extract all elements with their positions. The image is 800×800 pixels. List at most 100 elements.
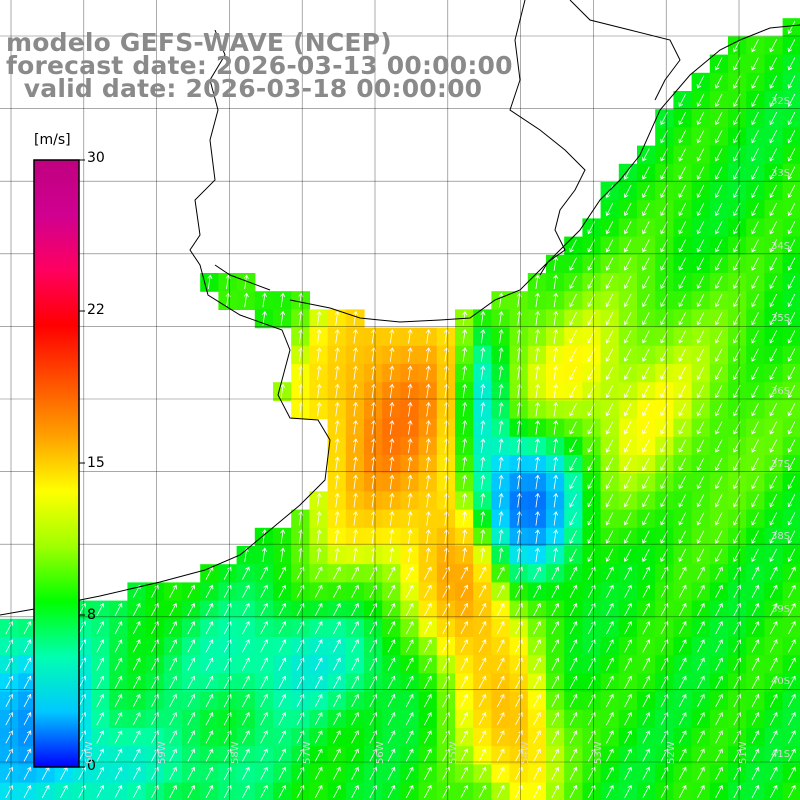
wind-arrow xyxy=(169,639,177,653)
wind-arrow xyxy=(114,766,123,780)
wind-cell xyxy=(637,400,656,420)
wind-arrow xyxy=(642,530,650,544)
wind-cell xyxy=(455,582,474,602)
wind-cell xyxy=(473,564,492,583)
wind-arrow xyxy=(788,693,796,708)
wind-arrow xyxy=(696,275,705,289)
wind-cell xyxy=(564,618,583,638)
wind-cell xyxy=(746,509,765,529)
wind-cell xyxy=(527,764,547,784)
wind-arrow xyxy=(96,748,105,762)
wind-cell xyxy=(309,655,329,674)
wind-cell xyxy=(309,709,329,729)
wind-cell xyxy=(673,564,693,583)
wind-arrow xyxy=(351,657,359,671)
wind-arrow xyxy=(678,494,687,508)
wind-arrow xyxy=(114,730,123,744)
wind-cell xyxy=(600,709,620,729)
wind-arrow xyxy=(352,511,358,526)
wind-arrow xyxy=(462,329,468,344)
wind-cell xyxy=(600,473,620,492)
wind-arrow xyxy=(334,456,340,472)
wind-arrow xyxy=(425,529,431,544)
wind-arrow xyxy=(23,748,32,762)
wind-arrow xyxy=(714,275,723,289)
wind-cell xyxy=(709,491,729,511)
wind-cell xyxy=(655,764,674,784)
wind-cell xyxy=(582,345,602,365)
wind-cell xyxy=(746,200,765,219)
wind-cell xyxy=(673,345,693,365)
wind-cell xyxy=(637,218,656,238)
wind-cell xyxy=(109,655,128,674)
wind-cell xyxy=(127,746,147,765)
wind-cell xyxy=(564,728,583,747)
wind-arrow xyxy=(462,474,468,490)
wind-cell xyxy=(709,527,729,547)
wind-cell xyxy=(655,236,674,256)
wind-arrow xyxy=(425,420,431,435)
wind-cell xyxy=(182,709,201,729)
wind-cell xyxy=(764,600,784,620)
wind-cell xyxy=(728,491,747,511)
wind-arrow xyxy=(243,547,249,563)
wind-arrow xyxy=(715,693,723,708)
wind-arrow xyxy=(314,639,323,653)
wind-arrow xyxy=(605,530,614,544)
wind-arrow xyxy=(751,566,760,580)
wind-arrow xyxy=(624,657,632,671)
wind-cell xyxy=(473,618,492,638)
wind-arrow xyxy=(515,675,523,689)
wind-arrow xyxy=(351,602,359,617)
wind-cell xyxy=(728,200,747,219)
wind-cell xyxy=(273,709,292,729)
wind-arrow xyxy=(407,383,413,399)
wind-arrow xyxy=(714,293,723,308)
wind-arrow xyxy=(425,492,431,508)
wind-cell xyxy=(364,564,383,583)
wind-arrow xyxy=(260,693,268,708)
wind-cell xyxy=(382,618,401,638)
wind-cell xyxy=(309,691,329,711)
wind-cell xyxy=(127,637,147,656)
wind-cell xyxy=(273,618,292,638)
wind-cell xyxy=(764,54,784,74)
wind-arrow xyxy=(769,621,778,635)
wind-arrow xyxy=(623,221,632,235)
wind-arrow xyxy=(405,584,414,598)
wind-arrow xyxy=(480,474,486,490)
wind-arrow xyxy=(678,602,687,617)
wind-arrow xyxy=(678,148,687,162)
wind-arrow xyxy=(769,348,778,362)
wind-cell xyxy=(400,618,420,638)
wind-arrow xyxy=(352,456,358,472)
wind-arrow xyxy=(334,474,340,490)
wind-arrow xyxy=(260,639,268,653)
lat-label-32s: 32S xyxy=(771,96,791,107)
wind-arrow xyxy=(569,475,577,490)
wind-arrow xyxy=(405,657,414,671)
wind-cell xyxy=(345,709,365,729)
wind-arrow xyxy=(496,748,505,762)
wind-arrow xyxy=(169,693,177,708)
wind-arrow xyxy=(697,657,705,671)
wind-arrow xyxy=(515,712,523,726)
wind-cell xyxy=(691,218,711,238)
wind-cell xyxy=(127,673,147,693)
wind-arrow xyxy=(624,712,632,726)
wind-arrow xyxy=(442,621,450,635)
wind-arrow xyxy=(316,492,322,508)
wind-cell xyxy=(546,637,565,656)
wind-arrow xyxy=(769,475,778,490)
wind-arrow xyxy=(334,329,340,344)
wind-cell xyxy=(764,673,784,693)
wind-arrow xyxy=(788,784,796,799)
wind-arrow xyxy=(751,366,759,380)
wind-arrow xyxy=(714,93,723,107)
wind-arrow xyxy=(407,347,413,362)
wind-cell xyxy=(327,673,347,693)
wind-arrow xyxy=(424,639,432,653)
wind-cell xyxy=(18,637,37,656)
wind-arrow xyxy=(280,383,286,399)
wind-arrow xyxy=(715,784,723,799)
